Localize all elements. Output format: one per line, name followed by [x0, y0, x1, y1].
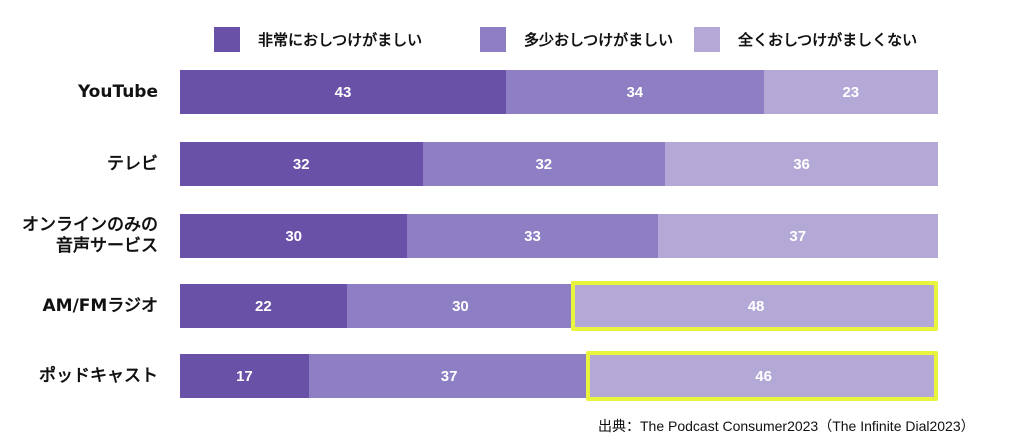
legend-swatch — [694, 27, 720, 52]
category-label: AM/FMラジオ — [42, 295, 158, 316]
bar-segment: 37 — [657, 214, 938, 258]
data-label: 36 — [793, 155, 810, 173]
data-label: 32 — [292, 155, 310, 173]
bar-segment: 34 — [505, 70, 764, 114]
data-label: 30 — [452, 297, 469, 315]
legend-label: 多少おしつけがましい — [524, 31, 674, 49]
data-label: 37 — [789, 227, 807, 245]
legend-swatch — [214, 27, 240, 52]
bar-segment: 30 — [346, 284, 575, 328]
legend-item-very: 非常におしつけがましい — [214, 27, 422, 52]
legend-label: 非常におしつけがましい — [258, 31, 423, 49]
data-label: 23 — [842, 83, 860, 101]
data-label: 48 — [747, 297, 765, 315]
data-label: 46 — [755, 367, 772, 385]
bar-segment: 46 — [589, 354, 938, 398]
bar-segment: 37 — [308, 354, 590, 398]
data-label: 17 — [236, 367, 253, 385]
category-label: YouTube — [77, 81, 158, 102]
data-label: 34 — [626, 83, 644, 101]
legend-item-not-at-all: 全くおしつけがましくない — [694, 27, 917, 52]
category-label: オンラインのみの 音声サービス — [22, 215, 158, 256]
category-label: ポッドキャスト — [39, 365, 158, 386]
legend-swatch — [480, 27, 506, 52]
bar-segment: 33 — [407, 214, 658, 258]
data-label: 33 — [524, 227, 541, 245]
data-label: 37 — [440, 367, 458, 385]
bar-segment: 30 — [180, 214, 408, 258]
bar-segment: 32 — [180, 142, 423, 186]
data-label: 43 — [334, 83, 352, 101]
bar-segment: 17 — [180, 354, 309, 398]
data-label: 30 — [285, 227, 303, 245]
bar-segment: 22 — [180, 284, 347, 328]
legend-item-somewhat: 多少おしつけがましい — [480, 27, 673, 52]
bar-segment: 48 — [574, 284, 938, 328]
data-label: 22 — [255, 297, 272, 315]
bar-segment: 23 — [763, 70, 938, 114]
bar-segment: 36 — [665, 142, 938, 186]
bar-segment: 43 — [180, 70, 506, 114]
source-note: 出典：The Podcast Consumer2023（The Infinite… — [598, 418, 975, 434]
category-label: テレビ — [107, 153, 158, 174]
legend-label: 全くおしつけがましくない — [738, 31, 918, 49]
data-label: 32 — [535, 155, 553, 173]
bar-segment: 32 — [422, 142, 666, 186]
